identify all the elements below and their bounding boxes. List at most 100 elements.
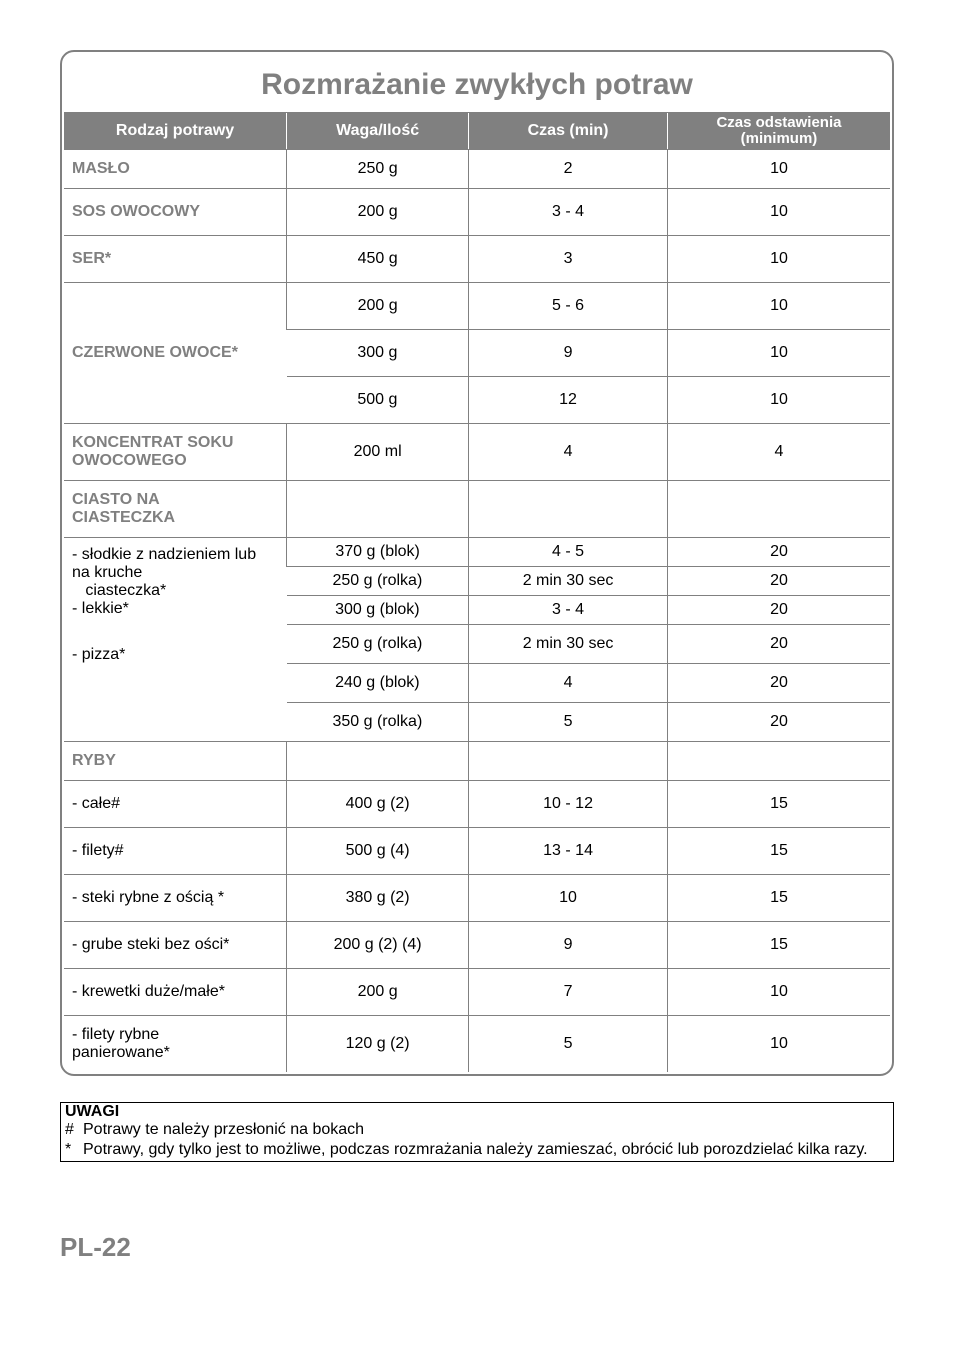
panier-l2: panierowane*	[72, 1044, 170, 1061]
owoce1-w: 200 g	[287, 283, 469, 330]
rkrew-w: 200 g	[287, 969, 469, 1016]
header-stand-l2: (minimum)	[741, 130, 818, 147]
ryby-blank-w	[287, 742, 469, 781]
owoce3-t: 12	[469, 377, 668, 424]
c5-s: 20	[667, 664, 891, 703]
c-slodkie-l3: ciasteczka*	[72, 582, 166, 599]
row-maslo: MASŁO 250 g 2 10	[63, 150, 891, 189]
defrost-table: Rozmrażanie zwykłych potraw Rodzaj potra…	[62, 52, 892, 1074]
owoce2-w: 300 g	[287, 330, 469, 377]
header-stand-l1: Czas odstawienia	[716, 114, 841, 131]
c1-t: 4 - 5	[469, 538, 668, 567]
c1-w: 370 g (blok)	[287, 538, 469, 567]
header-food: Rodzaj potrawy	[63, 113, 287, 150]
label-r-krew: - krewetki duże/małe*	[72, 983, 225, 1000]
row-sos: SOS OWOCOWY 200 g 3 - 4 10	[63, 189, 891, 236]
rsteko-w: 380 g (2)	[287, 875, 469, 922]
label-maslo: MASŁO	[72, 160, 130, 177]
label-r-grube: - grube steki bez ości*	[72, 936, 229, 953]
owoce3-w: 500 g	[287, 377, 469, 424]
owoce1-s: 10	[667, 283, 891, 330]
note2-marker: *	[65, 1141, 83, 1159]
label-r-filety: - filety#	[72, 842, 124, 859]
row-r-grube: - grube steki bez ości* 200 g (2) (4) 9 …	[63, 922, 891, 969]
c3-t: 3 - 4	[469, 596, 668, 625]
notes-title: UWAGI	[61, 1103, 893, 1121]
c4-w: 250 g (rolka)	[287, 625, 469, 664]
row-ser: SER* 450 g 3 10	[63, 236, 891, 283]
konc-l2: OWOCOWEGO	[72, 452, 187, 469]
c-pizza: - pizza*	[72, 646, 125, 663]
label-r-steko: - steki rybne z ością *	[72, 889, 224, 906]
owoce2-s: 10	[667, 330, 891, 377]
ciasto-l1: CIASTO NA	[72, 491, 160, 508]
c-slodkie-l1: - słodkie z nadzieniem lub	[72, 546, 256, 563]
ciasto-blank-w	[287, 481, 469, 538]
row-r-krew: - krewetki duże/małe* 200 g 7 10	[63, 969, 891, 1016]
label-sos: SOS OWOCOWY	[72, 203, 200, 220]
c6-t: 5	[469, 703, 668, 742]
header-weight: Waga/Ilość	[287, 113, 469, 150]
rgrube-w: 200 g (2) (4)	[287, 922, 469, 969]
maslo-t: 2	[469, 150, 668, 189]
row-c1: - słodkie z nadzieniem lub na kruche cia…	[63, 538, 891, 567]
page: Rozmrażanie zwykłych potraw Rodzaj potra…	[0, 0, 954, 1303]
c-lekkie: - lekkie*	[72, 600, 129, 617]
panier-l1: - filety rybne	[72, 1026, 159, 1043]
rgrube-t: 9	[469, 922, 668, 969]
notes-line-2: * Potrawy, gdy tylko jest to możliwe, po…	[61, 1141, 893, 1161]
row-r-filety: - filety# 500 g (4) 13 - 14 15	[63, 828, 891, 875]
ser-t: 3	[469, 236, 668, 283]
label-konc: KONCENTRAT SOKU OWOCOWEGO	[72, 434, 233, 469]
ciasto-l2: CIASTECZKA	[72, 509, 175, 526]
row-koncentrat: KONCENTRAT SOKU OWOCOWEGO 200 ml 4 4	[63, 424, 891, 481]
rkrew-s: 10	[667, 969, 891, 1016]
ser-w: 450 g	[287, 236, 469, 283]
rcale-w: 400 g (2)	[287, 781, 469, 828]
rcale-t: 10 - 12	[469, 781, 668, 828]
header-stand: Czas odstawienia (minimum)	[667, 113, 891, 150]
table-wrapper: Rozmrażanie zwykłych potraw Rodzaj potra…	[60, 50, 894, 1076]
c6-s: 20	[667, 703, 891, 742]
rpan-t: 5	[469, 1016, 668, 1074]
header-time: Czas (min)	[469, 113, 668, 150]
note2-text: Potrawy, gdy tylko jest to możliwe, podc…	[83, 1141, 889, 1159]
c2-t: 2 min 30 sec	[469, 567, 668, 596]
owoce3-s: 10	[667, 377, 891, 424]
row-r-panier: - filety rybne panierowane* 120 g (2) 5 …	[63, 1016, 891, 1074]
c1-s: 20	[667, 538, 891, 567]
c6-w: 350 g (rolka)	[287, 703, 469, 742]
page-number: PL-22	[60, 1232, 894, 1263]
maslo-s: 10	[667, 150, 891, 189]
notes-box: UWAGI # Potrawy te należy przesłonić na …	[60, 1102, 894, 1162]
c3-s: 20	[667, 596, 891, 625]
sos-t: 3 - 4	[469, 189, 668, 236]
label-r-panier: - filety rybne panierowane*	[72, 1026, 170, 1061]
c4-t: 2 min 30 sec	[469, 625, 668, 664]
table-title: Rozmrażanie zwykłych potraw	[63, 53, 891, 113]
owoce2-t: 9	[469, 330, 668, 377]
konc-t: 4	[469, 424, 668, 481]
row-r-cale: - całe# 400 g (2) 10 - 12 15	[63, 781, 891, 828]
rsteko-t: 10	[469, 875, 668, 922]
ryby-blank-s	[667, 742, 891, 781]
note1-text: Potrawy te należy przesłonić na bokach	[83, 1121, 889, 1139]
c-slodkie-l2: na kruche	[72, 564, 142, 581]
rpan-w: 120 g (2)	[287, 1016, 469, 1074]
c2-w: 250 g (rolka)	[287, 567, 469, 596]
c2-s: 20	[667, 567, 891, 596]
rcale-s: 15	[667, 781, 891, 828]
konc-w: 200 ml	[287, 424, 469, 481]
note1-marker: #	[65, 1121, 83, 1139]
ryby-blank-t	[469, 742, 668, 781]
label-r-cale: - całe#	[72, 795, 120, 812]
konc-s: 4	[667, 424, 891, 481]
label-owoce: CZERWONE OWOCE*	[72, 344, 238, 361]
c5-w: 240 g (blok)	[287, 664, 469, 703]
row-owoce-1: CZERWONE OWOCE* 200 g 5 - 6 10	[63, 283, 891, 330]
notes-line-1: # Potrawy te należy przesłonić na bokach	[61, 1121, 893, 1141]
row-ryby-header: RYBY	[63, 742, 891, 781]
ser-s: 10	[667, 236, 891, 283]
label-ser: SER*	[72, 250, 111, 267]
sos-s: 10	[667, 189, 891, 236]
